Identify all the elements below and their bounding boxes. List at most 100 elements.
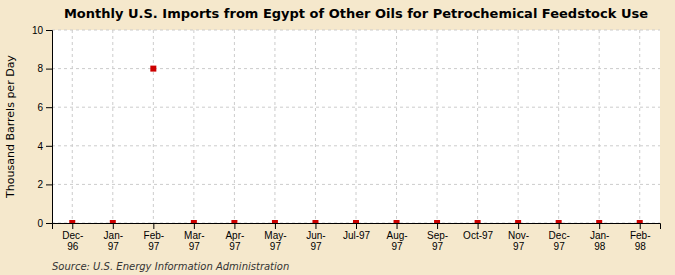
tick: 4 <box>37 141 52 152</box>
point <box>191 220 197 223</box>
grid-line <box>193 30 194 223</box>
axis-line <box>53 224 661 230</box>
tick-label: 10 <box>32 25 44 36</box>
tick-label: Dec-97 <box>549 230 570 252</box>
tick-label: Apr-97 <box>225 230 244 252</box>
tick-mark <box>397 223 398 229</box>
tick: 0 <box>37 218 52 229</box>
tick: May-97 <box>264 223 286 252</box>
tick-mark <box>46 107 52 108</box>
y-axis: 0246810 <box>32 25 53 229</box>
tick: Jan-98 <box>590 223 609 252</box>
point <box>434 220 440 223</box>
point <box>475 220 481 223</box>
point <box>515 220 521 223</box>
point <box>272 220 278 223</box>
tick-mark <box>315 223 316 229</box>
y-axis-title: Thousand Barrels per Day <box>4 55 17 199</box>
grid-line <box>112 30 113 223</box>
tick: Dec-97 <box>549 223 570 252</box>
tick-mark <box>437 223 438 229</box>
tick-mark <box>640 223 641 229</box>
plot: Dec-96 Jan-97 Feb-97 Mar-97 Apr-97 May-97 Jun-… <box>32 25 661 252</box>
grid <box>52 30 660 223</box>
tick-mark <box>46 69 52 70</box>
source: Source: U.S. Energy Information Administ… <box>52 261 289 272</box>
x-axis: Dec-96 Jan-97 Feb-97 Mar-97 Apr-97 May-97 Jun-… <box>53 223 661 252</box>
point <box>596 220 602 223</box>
title: Monthly U.S. Imports from Egypt of Other… <box>64 6 648 21</box>
tick-label: Oct-97 <box>463 230 493 241</box>
tick-label: May-97 <box>264 230 286 252</box>
tick-label: Aug-97 <box>386 230 407 252</box>
tick-mark <box>478 223 479 229</box>
chart: Dec-96 Jan-97 Feb-97 Mar-97 Apr-97 May-97 Jun-… <box>0 0 675 275</box>
point <box>231 220 237 223</box>
axis-line <box>46 31 53 224</box>
grid-line <box>153 30 154 223</box>
tick-label: Sep-97 <box>427 230 448 252</box>
tick: 8 <box>37 63 52 74</box>
point <box>110 220 116 223</box>
tick-mark <box>153 223 154 229</box>
tick-label: Jul-97 <box>343 230 371 241</box>
tick-label: 8 <box>37 63 43 74</box>
grid-line <box>518 30 519 223</box>
tick-mark <box>599 223 600 229</box>
point <box>312 220 318 223</box>
point <box>556 220 562 223</box>
tick-mark <box>194 223 195 229</box>
point <box>353 220 359 223</box>
grid-line <box>274 30 275 223</box>
grid-line <box>599 30 600 223</box>
tick-mark <box>113 223 114 229</box>
grid-line <box>639 30 640 223</box>
tick: Jun-97 <box>306 223 325 252</box>
tick-label: 2 <box>37 179 43 190</box>
tick-label: Nov-97 <box>508 230 529 252</box>
tick: Apr-97 <box>225 223 244 252</box>
tick-label: Feb-98 <box>630 230 651 252</box>
tick: Jul-97 <box>343 223 371 241</box>
tick-label: 0 <box>37 218 43 229</box>
grid-line <box>437 30 438 223</box>
tick: Jan-97 <box>104 223 123 252</box>
tick-mark <box>46 223 52 224</box>
tick-mark <box>46 30 52 31</box>
grid-line <box>356 30 357 223</box>
point <box>69 220 75 223</box>
grid-line <box>315 30 316 223</box>
tick: Dec-96 <box>62 223 83 252</box>
point <box>637 220 643 223</box>
tick: 2 <box>37 179 52 190</box>
tick-label: Dec-96 <box>62 230 83 252</box>
grid-line <box>52 184 660 185</box>
tick-mark <box>275 223 276 229</box>
tick-label: Mar-97 <box>184 230 205 252</box>
tick-label: 4 <box>37 141 43 152</box>
tick: Aug-97 <box>386 223 407 252</box>
tick-mark <box>234 223 235 229</box>
tick: Sep-97 <box>427 223 448 252</box>
tick-label: Jun-97 <box>306 230 325 252</box>
point <box>150 66 156 72</box>
tick-label: Feb-97 <box>144 230 165 252</box>
tick-label: Jan-98 <box>590 230 609 252</box>
grid-line <box>52 107 660 108</box>
tick-mark <box>72 223 73 229</box>
tick: Feb-97 <box>144 223 165 252</box>
tick: Feb-98 <box>630 223 651 252</box>
tick-label: Jan-97 <box>104 230 123 252</box>
grid-line <box>396 30 397 223</box>
grid-line <box>72 30 73 223</box>
tick-mark <box>46 184 52 185</box>
tick: Nov-97 <box>508 223 529 252</box>
grid-line <box>558 30 559 223</box>
point <box>394 220 400 223</box>
grid-line <box>477 30 478 223</box>
plot-background <box>52 30 660 223</box>
tick-mark <box>46 146 52 147</box>
grid-line <box>234 30 235 223</box>
tick-mark <box>356 223 357 229</box>
points <box>69 66 642 223</box>
